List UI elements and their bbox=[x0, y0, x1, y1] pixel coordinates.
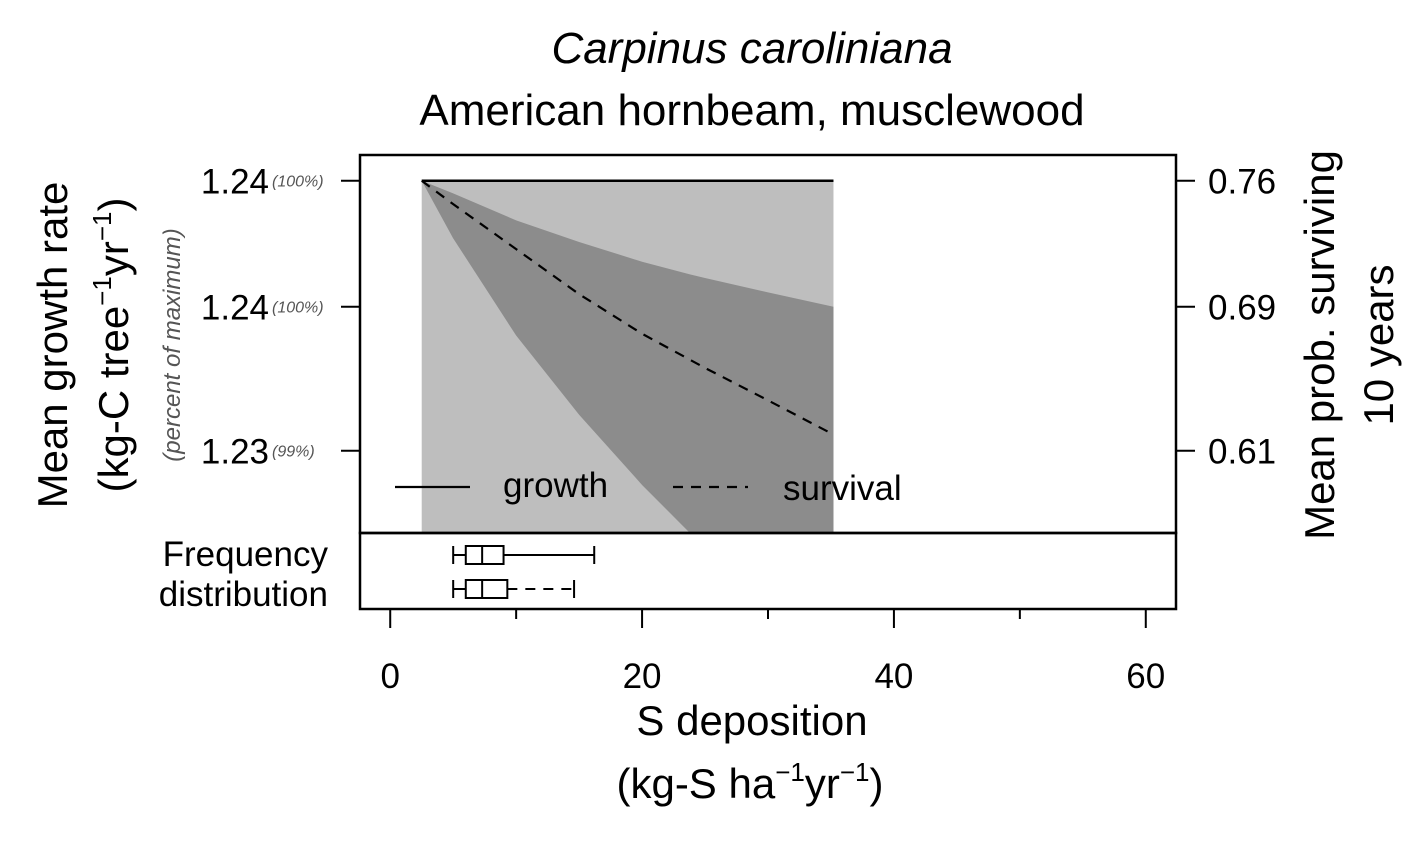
frequency-label-line2: distribution bbox=[159, 575, 328, 614]
boxplot-box bbox=[464, 579, 509, 599]
x-axis-units: (kg-S ha−1yr−1) bbox=[616, 757, 883, 807]
y-left-percent-label: (100%) bbox=[272, 174, 324, 191]
x-units-prefix: (kg-S ha bbox=[616, 760, 775, 807]
x-units-suffix: ) bbox=[870, 760, 884, 807]
axis-ticks: 0 20 40 600.760.690.611.24 (100%)1.24 (100%)1… bbox=[201, 163, 1276, 696]
y-left-percent-label: (99%) bbox=[272, 444, 315, 461]
survival-line bbox=[421, 179, 834, 436]
y-right-tick-label: 0.76 bbox=[1208, 163, 1276, 202]
x-tick-label: 60 bbox=[1126, 657, 1165, 696]
legend-growth-label: growth bbox=[503, 466, 608, 505]
legend: growth survival bbox=[395, 466, 902, 508]
x-axis-title: S deposition bbox=[636, 697, 867, 744]
y-units-mid: yr bbox=[90, 241, 137, 276]
y-left-percent-label: (100%) bbox=[272, 300, 324, 317]
chart-title: Carpinus caroliniana bbox=[551, 24, 952, 73]
x-tick-label: 40 bbox=[874, 657, 913, 696]
frequency-label-line1: Frequency bbox=[163, 535, 329, 574]
y-left-tick-label: 1.23 bbox=[201, 433, 269, 472]
chart-subtitle: American hornbeam, musclewood bbox=[419, 86, 1084, 135]
y-left-tick-label: 1.24 bbox=[201, 289, 269, 328]
y-left-units: (kg-C tree−1yr−1) bbox=[87, 197, 137, 492]
series-lines bbox=[421, 179, 834, 436]
y-left-percent-label: (percent of maximum) bbox=[159, 228, 186, 461]
y-right-title-line2: 10 years bbox=[1355, 264, 1402, 425]
legend-survival-label: survival bbox=[783, 469, 902, 508]
y-units-suffix: ) bbox=[90, 197, 137, 211]
x-units-sup2: −1 bbox=[840, 757, 870, 787]
boxplots bbox=[452, 545, 596, 599]
confidence-bands bbox=[421, 180, 834, 534]
y-right-tick-label: 0.61 bbox=[1208, 433, 1276, 472]
x-tick-label: 20 bbox=[623, 657, 662, 696]
y-left-tick-label: 1.24 bbox=[201, 163, 269, 202]
x-units-sup1: −1 bbox=[775, 757, 805, 787]
boxplot-box bbox=[464, 545, 505, 565]
y-right-title: Mean prob. surviving bbox=[1296, 150, 1343, 540]
y-left-title: Mean growth rate bbox=[29, 182, 76, 509]
x-units-mid: yr bbox=[805, 760, 840, 807]
y-units-sup2: −1 bbox=[87, 211, 117, 241]
survival-band bbox=[421, 180, 834, 534]
y-units-sup1: −1 bbox=[87, 276, 117, 306]
y-units-prefix: (kg-C tree bbox=[90, 306, 137, 493]
y-right-tick-label: 0.69 bbox=[1208, 289, 1276, 328]
x-tick-label: 0 bbox=[380, 657, 399, 696]
